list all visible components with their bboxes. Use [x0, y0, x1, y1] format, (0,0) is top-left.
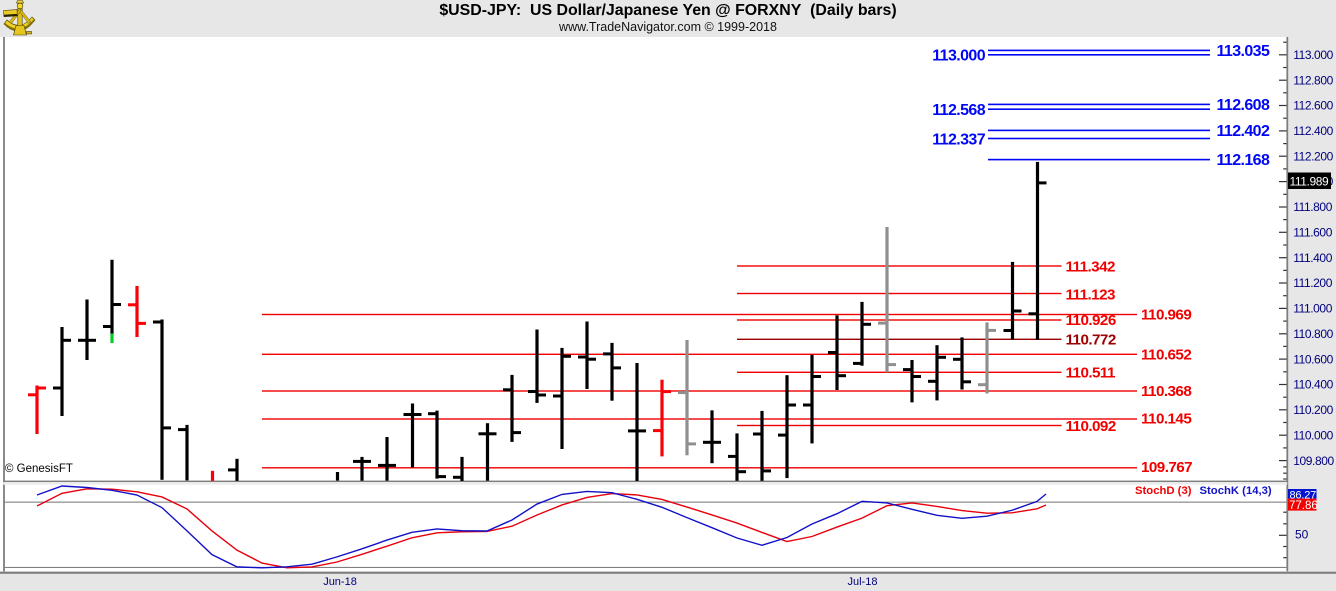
- svg-text:50: 50: [1295, 527, 1309, 541]
- svg-text:112.800: 112.800: [1293, 73, 1333, 87]
- svg-text:112.200: 112.200: [1293, 149, 1333, 163]
- svg-text:111.800: 111.800: [1293, 200, 1333, 214]
- svg-text:StochK (14,3): StochK (14,3): [1200, 485, 1272, 497]
- svg-text:StochD (3): StochD (3): [1135, 485, 1192, 497]
- svg-text:111.123: 111.123: [1066, 286, 1115, 303]
- svg-text:Jul-18: Jul-18: [848, 576, 878, 588]
- svg-text:111.400: 111.400: [1293, 251, 1333, 265]
- svg-text:110.400: 110.400: [1293, 378, 1333, 392]
- svg-text:111.000: 111.000: [1293, 302, 1333, 316]
- svg-text:113.000: 113.000: [1293, 48, 1333, 62]
- svg-text:86.27: 86.27: [1290, 489, 1317, 501]
- svg-text:113.000: 113.000: [932, 48, 985, 65]
- svg-text:112.337: 112.337: [932, 132, 985, 149]
- svg-text:110.200: 110.200: [1293, 403, 1333, 417]
- svg-text:112.568: 112.568: [932, 102, 985, 119]
- svg-text:77.86: 77.86: [1289, 500, 1318, 512]
- svg-text:110.772: 110.772: [1066, 332, 1116, 349]
- svg-text:112.402: 112.402: [1217, 123, 1270, 140]
- svg-text:112.608: 112.608: [1217, 97, 1270, 114]
- svg-text:110.600: 110.600: [1293, 352, 1333, 366]
- svg-text:110.652: 110.652: [1141, 347, 1191, 364]
- svg-text:111.342: 111.342: [1066, 258, 1115, 275]
- svg-text:109.767: 109.767: [1141, 459, 1192, 476]
- svg-text:112.400: 112.400: [1293, 124, 1333, 138]
- svg-text:110.368: 110.368: [1141, 383, 1191, 400]
- svg-text:110.969: 110.969: [1141, 306, 1191, 323]
- svg-text:110.926: 110.926: [1066, 312, 1116, 329]
- svg-text:111.200: 111.200: [1293, 276, 1333, 290]
- svg-text:110.145: 110.145: [1141, 411, 1192, 428]
- svg-text:Jun-18: Jun-18: [323, 576, 357, 588]
- svg-text:110.092: 110.092: [1066, 418, 1116, 435]
- svg-text:112.168: 112.168: [1217, 152, 1270, 169]
- svg-text:112.600: 112.600: [1293, 99, 1333, 113]
- svg-text:110.511: 110.511: [1066, 365, 1116, 382]
- svg-text:109.800: 109.800: [1293, 454, 1334, 468]
- svg-text:111.600: 111.600: [1293, 226, 1333, 240]
- svg-text:111.989: 111.989: [1290, 174, 1330, 188]
- svg-text:110.000: 110.000: [1293, 428, 1333, 442]
- svg-text:110.800: 110.800: [1293, 327, 1333, 341]
- svg-text:113.035: 113.035: [1217, 43, 1270, 60]
